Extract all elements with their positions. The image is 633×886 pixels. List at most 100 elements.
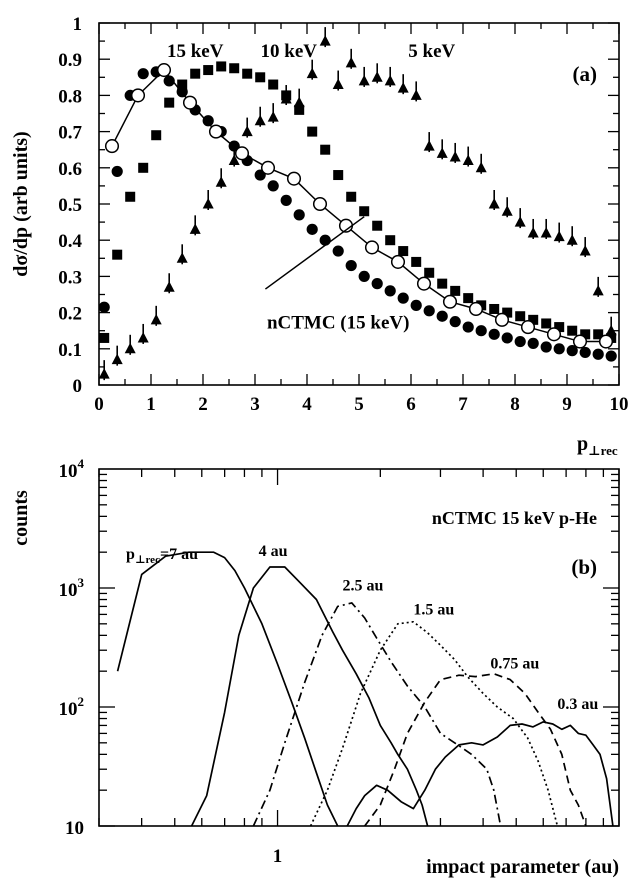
data-point	[358, 270, 370, 282]
data-point	[410, 299, 422, 311]
data-point	[332, 78, 344, 90]
data-point	[294, 104, 305, 115]
curve-label: 2.5 au	[343, 578, 384, 595]
data-point	[475, 161, 487, 173]
data-point	[437, 278, 448, 289]
x-tick-label: 5	[354, 394, 364, 415]
data-point	[234, 146, 250, 161]
x-tick-label: 10	[610, 394, 629, 415]
data-point	[215, 176, 227, 187]
curve-label: 4 au	[259, 543, 288, 560]
data-point	[359, 206, 370, 217]
data-point	[111, 165, 123, 178]
data-point	[416, 276, 432, 291]
curve-label: 1.5 au	[413, 601, 454, 618]
data-point	[592, 348, 604, 360]
data-point	[424, 267, 435, 278]
series-square-filled	[99, 61, 617, 343]
data-point	[333, 170, 344, 181]
data-point	[371, 71, 383, 82]
data-point	[332, 245, 344, 257]
data-point	[605, 350, 617, 362]
data-point	[449, 316, 461, 328]
data-point	[488, 198, 500, 209]
data-point	[364, 240, 380, 255]
y-tick-label: 0.5	[58, 195, 82, 216]
data-point	[423, 305, 435, 317]
data-point	[112, 249, 123, 260]
data-point	[98, 368, 110, 379]
data-point	[124, 342, 136, 354]
x-tick-label: 1	[273, 846, 283, 867]
data-point	[137, 68, 149, 80]
data-point	[280, 194, 292, 206]
data-point	[177, 79, 188, 90]
data-point	[494, 312, 510, 327]
y-tick-label: 10	[65, 818, 84, 839]
data-point	[501, 205, 513, 216]
y-tick-label: 0.4	[58, 231, 82, 252]
panel-a-xlabel-sub: ⊥rec	[588, 443, 618, 458]
data-point	[449, 150, 461, 162]
data-point	[163, 75, 175, 87]
data-point	[98, 301, 110, 313]
data-point	[99, 332, 110, 343]
data-point	[423, 140, 435, 151]
panel-b: 10 102 103 104 1 p⊥rec=7 au 4 au 2.5 au 1.5 au 0…	[10, 456, 620, 878]
data-point	[307, 126, 318, 137]
data-point	[540, 226, 552, 238]
data-point	[104, 139, 120, 154]
data-point	[468, 301, 484, 317]
panel-a-tick-labels: 0 1 2 3 4 5 6 7 8 9 10 0 0.1 0.2 0.3 0.4 0.5 0.6 0.7 0.8 0.9…	[58, 14, 628, 415]
data-point	[436, 310, 448, 322]
data-point	[592, 284, 604, 296]
panel-a-ticks	[98, 22, 620, 386]
data-point	[164, 97, 175, 108]
data-point	[202, 198, 214, 209]
data-point	[553, 230, 565, 242]
data-point	[567, 325, 578, 336]
data-point	[580, 329, 591, 340]
data-point	[267, 111, 279, 122]
data-point	[260, 160, 276, 175]
data-point	[150, 313, 162, 325]
data-point	[410, 89, 422, 100]
data-point	[411, 256, 422, 267]
curve-label: 0.3 au	[557, 696, 598, 713]
data-point	[436, 147, 448, 158]
data-point	[371, 278, 383, 290]
data-point	[502, 307, 513, 318]
data-point	[320, 144, 331, 155]
data-point	[450, 285, 461, 296]
data-point	[151, 130, 162, 141]
data-point	[268, 79, 279, 90]
data-point	[228, 154, 240, 166]
data-point	[286, 171, 302, 186]
data-point	[463, 293, 474, 304]
curve-0-3-au	[346, 721, 614, 827]
data-point	[241, 125, 253, 137]
data-point	[442, 294, 458, 309]
data-point	[514, 216, 526, 227]
data-point	[384, 285, 396, 297]
data-point	[390, 254, 406, 269]
panel-b-frame	[98, 468, 620, 827]
y-tick-label: 0.8	[58, 86, 82, 107]
series-label: 5 keV	[408, 41, 455, 62]
x-tick-label: 2	[198, 394, 208, 415]
data-point	[475, 325, 487, 337]
data-point	[293, 96, 305, 108]
data-point	[566, 345, 578, 357]
data-point	[572, 334, 588, 349]
data-point	[156, 63, 172, 78]
x-tick-label: 6	[406, 394, 416, 415]
panel-b-tick-labels: 10 102 103 104 1	[59, 456, 283, 867]
y-tick-label: 102	[59, 694, 85, 720]
data-point	[546, 327, 562, 342]
data-point	[202, 115, 214, 127]
data-point	[293, 209, 305, 221]
data-point	[515, 311, 526, 322]
panel-b-ylabel: counts	[10, 490, 32, 546]
data-point	[384, 74, 396, 86]
